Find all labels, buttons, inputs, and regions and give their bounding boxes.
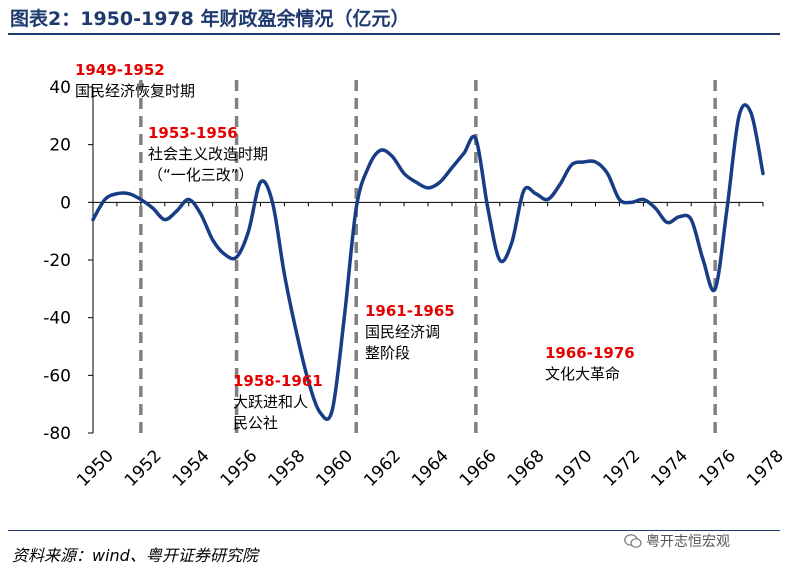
x-tick-label: 1970 — [552, 446, 597, 491]
watermark-text: 粤开志恒宏观 — [646, 534, 730, 550]
y-tick-label: 20 — [49, 136, 71, 156]
x-tick-label: 1978 — [743, 446, 788, 491]
annotation-years: 1953-1956 — [148, 124, 238, 142]
annotation-years: 1958-1961 — [233, 372, 323, 390]
annotation-years: 1966-1976 — [545, 344, 635, 362]
x-tick-label: 1956 — [217, 446, 262, 491]
wechat-icon — [624, 534, 642, 548]
series-group — [91, 103, 765, 421]
chart-title: 图表2：1950-1978 年财政盈余情况（亿元） — [10, 8, 410, 30]
x-tick-label: 1976 — [695, 446, 740, 491]
annotation-label-2: 整阶段 — [365, 344, 410, 362]
annotation-label: 文化大革命 — [545, 365, 620, 383]
annotations-group: 1949-1952 国民经济恢复时期 1953-1956 社会主义改造时期 （“一化三改… — [75, 61, 635, 432]
x-tick-label: 1952 — [121, 446, 166, 491]
x-tick-label: 1950 — [73, 446, 118, 491]
source-note: 资料来源：wind、粤开证券研究院 — [12, 546, 258, 565]
x-tick-label: 1964 — [408, 446, 453, 491]
annotation-label-2: （“一化三改”） — [148, 166, 254, 184]
bottom-rule — [8, 530, 780, 531]
annotation-years: 1961-1965 — [365, 302, 455, 320]
annotation-label: 大跃进和人 — [233, 393, 308, 411]
x-tick-label: 1962 — [360, 446, 405, 491]
title-rule — [8, 33, 780, 35]
x-tick-label: 1958 — [265, 446, 310, 491]
y-tick-label: 40 — [49, 78, 71, 98]
y-tick-label: -20 — [43, 251, 71, 271]
series-line — [91, 103, 765, 421]
x-tick-label: 1968 — [504, 446, 549, 491]
annotation-label: 国民经济恢复时期 — [75, 82, 195, 100]
annotation-label: 社会主义改造时期 — [148, 145, 268, 163]
x-tick-label: 1960 — [312, 446, 357, 491]
x-tick-label: 1966 — [456, 446, 501, 491]
x-tick-label: 1974 — [647, 446, 692, 491]
y-tick-label: -40 — [43, 309, 71, 329]
y-tick-label: -80 — [43, 424, 71, 444]
x-tick-label: 1972 — [600, 446, 645, 491]
annotation-years: 1949-1952 — [75, 61, 165, 79]
watermark: 粤开志恒宏观 — [624, 531, 730, 551]
annotation-label: 国民经济调 — [365, 323, 440, 341]
annotation-label-2: 民公社 — [233, 414, 278, 432]
x-tick-label: 1954 — [169, 446, 214, 491]
y-tick-label: -60 — [43, 366, 71, 386]
y-tick-label: 0 — [60, 193, 71, 213]
